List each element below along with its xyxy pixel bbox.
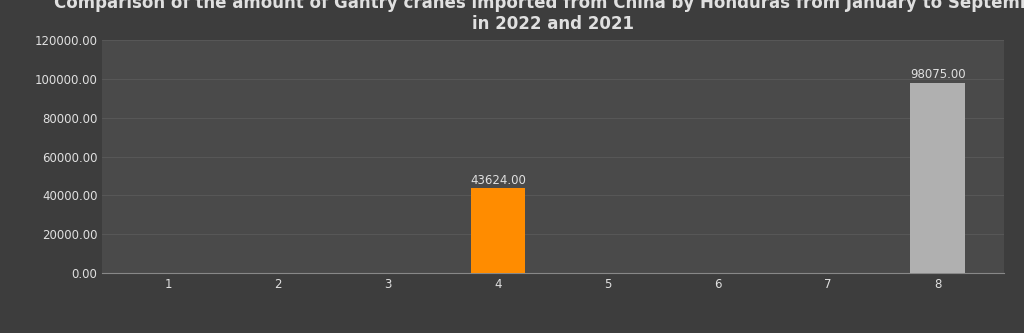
Text: 43624.00: 43624.00 — [470, 174, 526, 187]
Bar — [471, 188, 525, 273]
Title: Comparison of the amount of Gantry cranes imported from China by Honduras from J: Comparison of the amount of Gantry crane… — [54, 0, 1024, 33]
Text: 98075.00: 98075.00 — [909, 68, 966, 81]
Bar — [910, 83, 965, 273]
